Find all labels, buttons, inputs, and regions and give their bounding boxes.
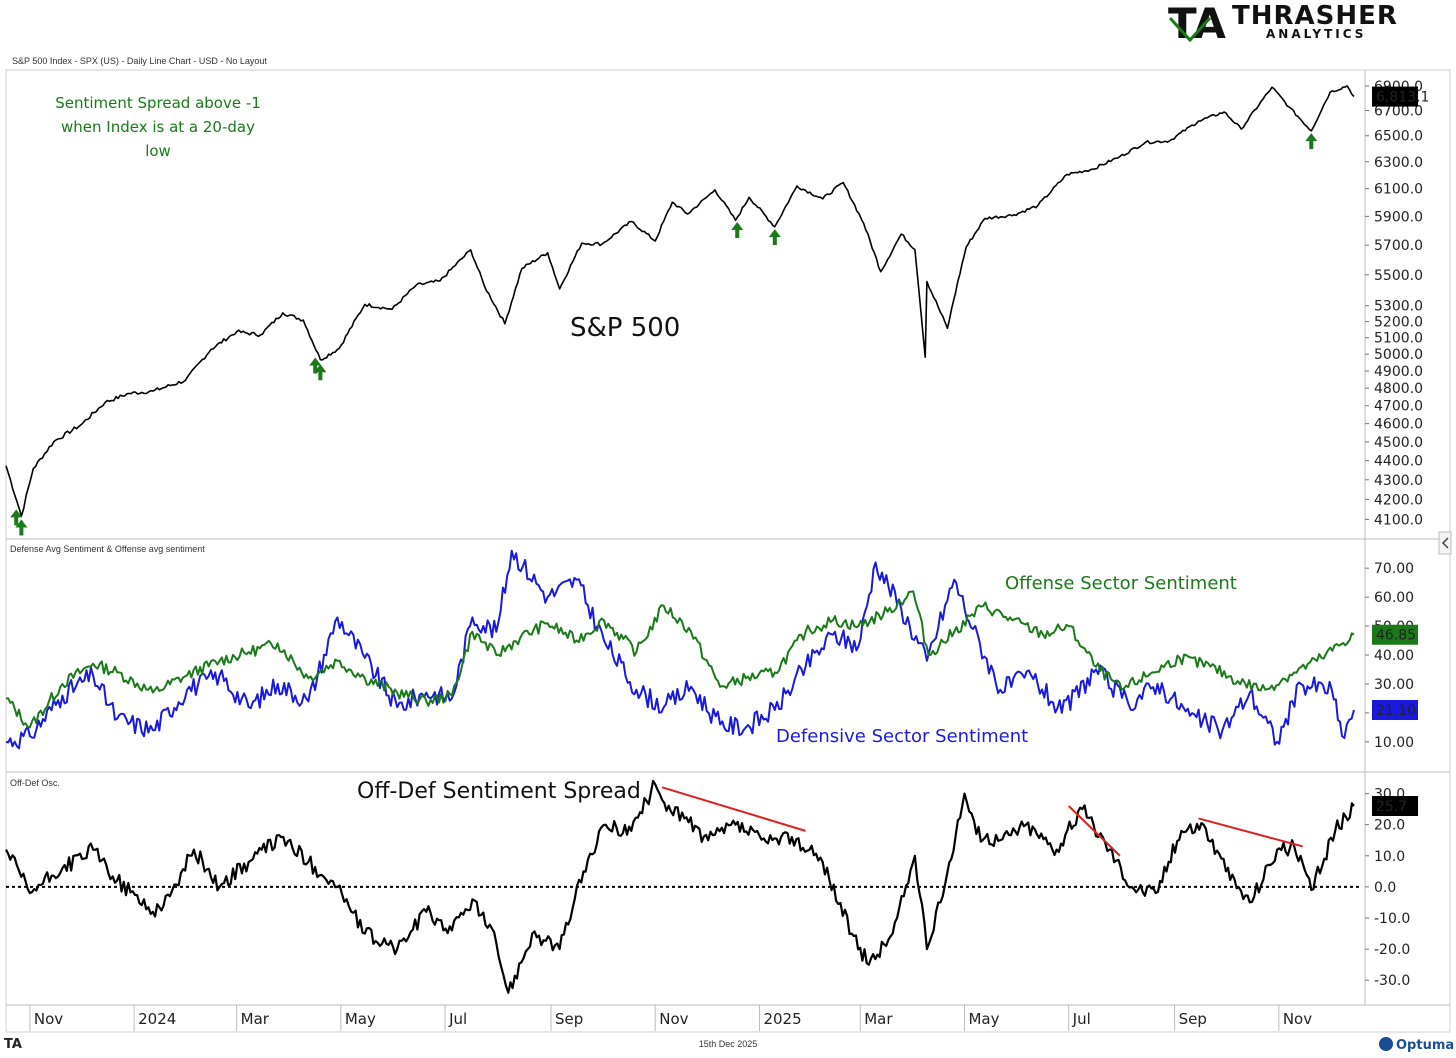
y-tick-label: 40.00	[1374, 648, 1414, 664]
last-value-badge	[1372, 796, 1418, 816]
y-tick-label: 6300.0	[1374, 155, 1423, 171]
optuma-logo: Optuma	[1379, 1037, 1454, 1053]
y-tick-label: 5300.0	[1374, 299, 1423, 315]
chart-caption: S&P 500 Index - SPX (US) - Daily Line Ch…	[12, 56, 267, 66]
last-value-label: 25.7	[1376, 799, 1407, 815]
logo-subname: ANALYTICS	[1266, 27, 1366, 41]
sentiment-panel: 10.0020.0030.0040.0050.0060.0070.00Defen…	[5, 544, 1418, 751]
logo-name: THRASHER	[1232, 1, 1398, 31]
y-tick-label: 5900.0	[1374, 209, 1423, 225]
y-tick-label: 5500.0	[1374, 268, 1423, 284]
y-tick-label: -30.0	[1374, 973, 1410, 989]
last-value-badge	[1372, 700, 1418, 720]
price-annotation-line: when Index is at a 20-day	[61, 118, 255, 136]
y-tick-label: 5000.0	[1374, 347, 1423, 363]
y-tick-label: 20.0	[1374, 818, 1405, 834]
defense-sentiment-line	[5, 549, 1355, 750]
up-arrow-marker	[309, 357, 322, 374]
y-tick-label: 4100.0	[1374, 512, 1423, 528]
price-annotation-line: low	[145, 142, 171, 160]
y-tick-label: 4200.0	[1374, 492, 1423, 508]
defense-annotation: Defensive Sector Sentiment	[776, 726, 1028, 747]
y-tick-label: 5700.0	[1374, 238, 1423, 254]
y-tick-label: 30.00	[1374, 677, 1414, 693]
time-axis: Nov 2024 Mar May Jul Sep Nov 2025 Mar May Jul Sep No…	[29, 1005, 1312, 1031]
x-tick-label: Sep	[555, 1010, 583, 1028]
y-tick-label: 10.00	[1374, 735, 1414, 751]
logo-mark: TA	[1168, 0, 1226, 48]
y-tick-label: 6500.0	[1374, 129, 1423, 145]
last-value-badge	[1372, 624, 1418, 645]
x-tick-label: May	[968, 1010, 999, 1028]
optuma-icon	[1379, 1037, 1393, 1051]
y-tick-label: 5200.0	[1374, 315, 1423, 331]
y-tick-label: 6700.0	[1374, 104, 1423, 120]
up-arrow-marker	[314, 364, 327, 381]
x-tick-label: 2025	[763, 1010, 801, 1028]
footer-logo: TA	[4, 1037, 22, 1052]
off-def-spread-line	[5, 779, 1355, 994]
x-tick-label: 2024	[138, 1010, 176, 1028]
last-value-label: 6,813.1	[1376, 90, 1429, 106]
divergence-line	[1067, 805, 1121, 857]
last-value-badge	[1372, 86, 1418, 107]
sentiment-panel-title: Defense Avg Sentiment & Offense avg sent…	[10, 544, 205, 554]
x-tick-label: Nov	[659, 1010, 688, 1028]
x-tick-label: May	[345, 1010, 376, 1028]
logo-accent-icon	[1168, 16, 1212, 43]
y-tick-label: 4700.0	[1374, 399, 1423, 415]
x-tick-label: Mar	[864, 1010, 893, 1028]
x-tick-label: Mar	[241, 1010, 270, 1028]
y-tick-label: 4500.0	[1374, 435, 1423, 451]
divergence-line	[661, 786, 806, 832]
y-tick-label: 4600.0	[1374, 417, 1423, 433]
chevron-left-icon[interactable]	[1441, 537, 1449, 549]
x-tick-label: Jul	[448, 1010, 467, 1028]
y-tick-label: 60.00	[1374, 590, 1414, 606]
offense-sentiment-line	[6, 590, 1355, 729]
x-tick-label: Nov	[1283, 1010, 1312, 1028]
y-tick-label: 70.00	[1374, 561, 1414, 577]
y-tick-label: 4800.0	[1374, 381, 1423, 397]
up-arrow-marker	[731, 222, 744, 239]
y-tick-label: 6100.0	[1374, 182, 1423, 198]
last-value-label: 21.10	[1376, 703, 1416, 719]
last-value-label: 46.85	[1376, 628, 1416, 644]
divergence-line	[1198, 817, 1304, 848]
offense-annotation: Offense Sector Sentiment	[1005, 573, 1237, 594]
price-panel: 4100.0 4200.0 4300.0 4400.0 4500.0 4600.0 4700…	[5, 79, 1429, 536]
up-arrow-marker	[1305, 133, 1318, 150]
y-tick-label: 4300.0	[1374, 473, 1423, 489]
y-tick-label: 4400.0	[1374, 454, 1423, 470]
up-arrow-marker	[15, 519, 28, 536]
spx-price-line	[5, 85, 1355, 517]
footer-date: 15th Dec 2025	[699, 1039, 758, 1049]
y-tick-label: 4900.0	[1374, 364, 1423, 380]
y-tick-label: 10.0	[1374, 849, 1405, 865]
oscillator-panel-title: Off-Def Osc.	[10, 778, 60, 788]
y-tick-label: 0.0	[1374, 880, 1396, 896]
y-tick-label: -20.0	[1374, 942, 1410, 958]
up-arrow-marker	[10, 509, 23, 526]
oscillator-annotation: Off-Def Sentiment Spread	[357, 779, 641, 804]
thrasher-logo: TA THRASHER ANALYTICS	[1168, 0, 1398, 48]
x-tick-label: Sep	[1179, 1010, 1207, 1028]
x-tick-label: Jul	[1072, 1010, 1091, 1028]
panel-scroll-handle[interactable]	[1438, 531, 1452, 555]
price-annotation-line: Sentiment Spread above -1	[55, 94, 261, 112]
optuma-text: Optuma	[1396, 1038, 1454, 1053]
price-panel-title: S&P 500	[570, 313, 680, 343]
x-tick-label: Nov	[34, 1010, 63, 1028]
y-tick-label: 5100.0	[1374, 331, 1423, 347]
y-tick-label: -10.0	[1374, 911, 1410, 927]
up-arrow-marker	[768, 229, 781, 246]
